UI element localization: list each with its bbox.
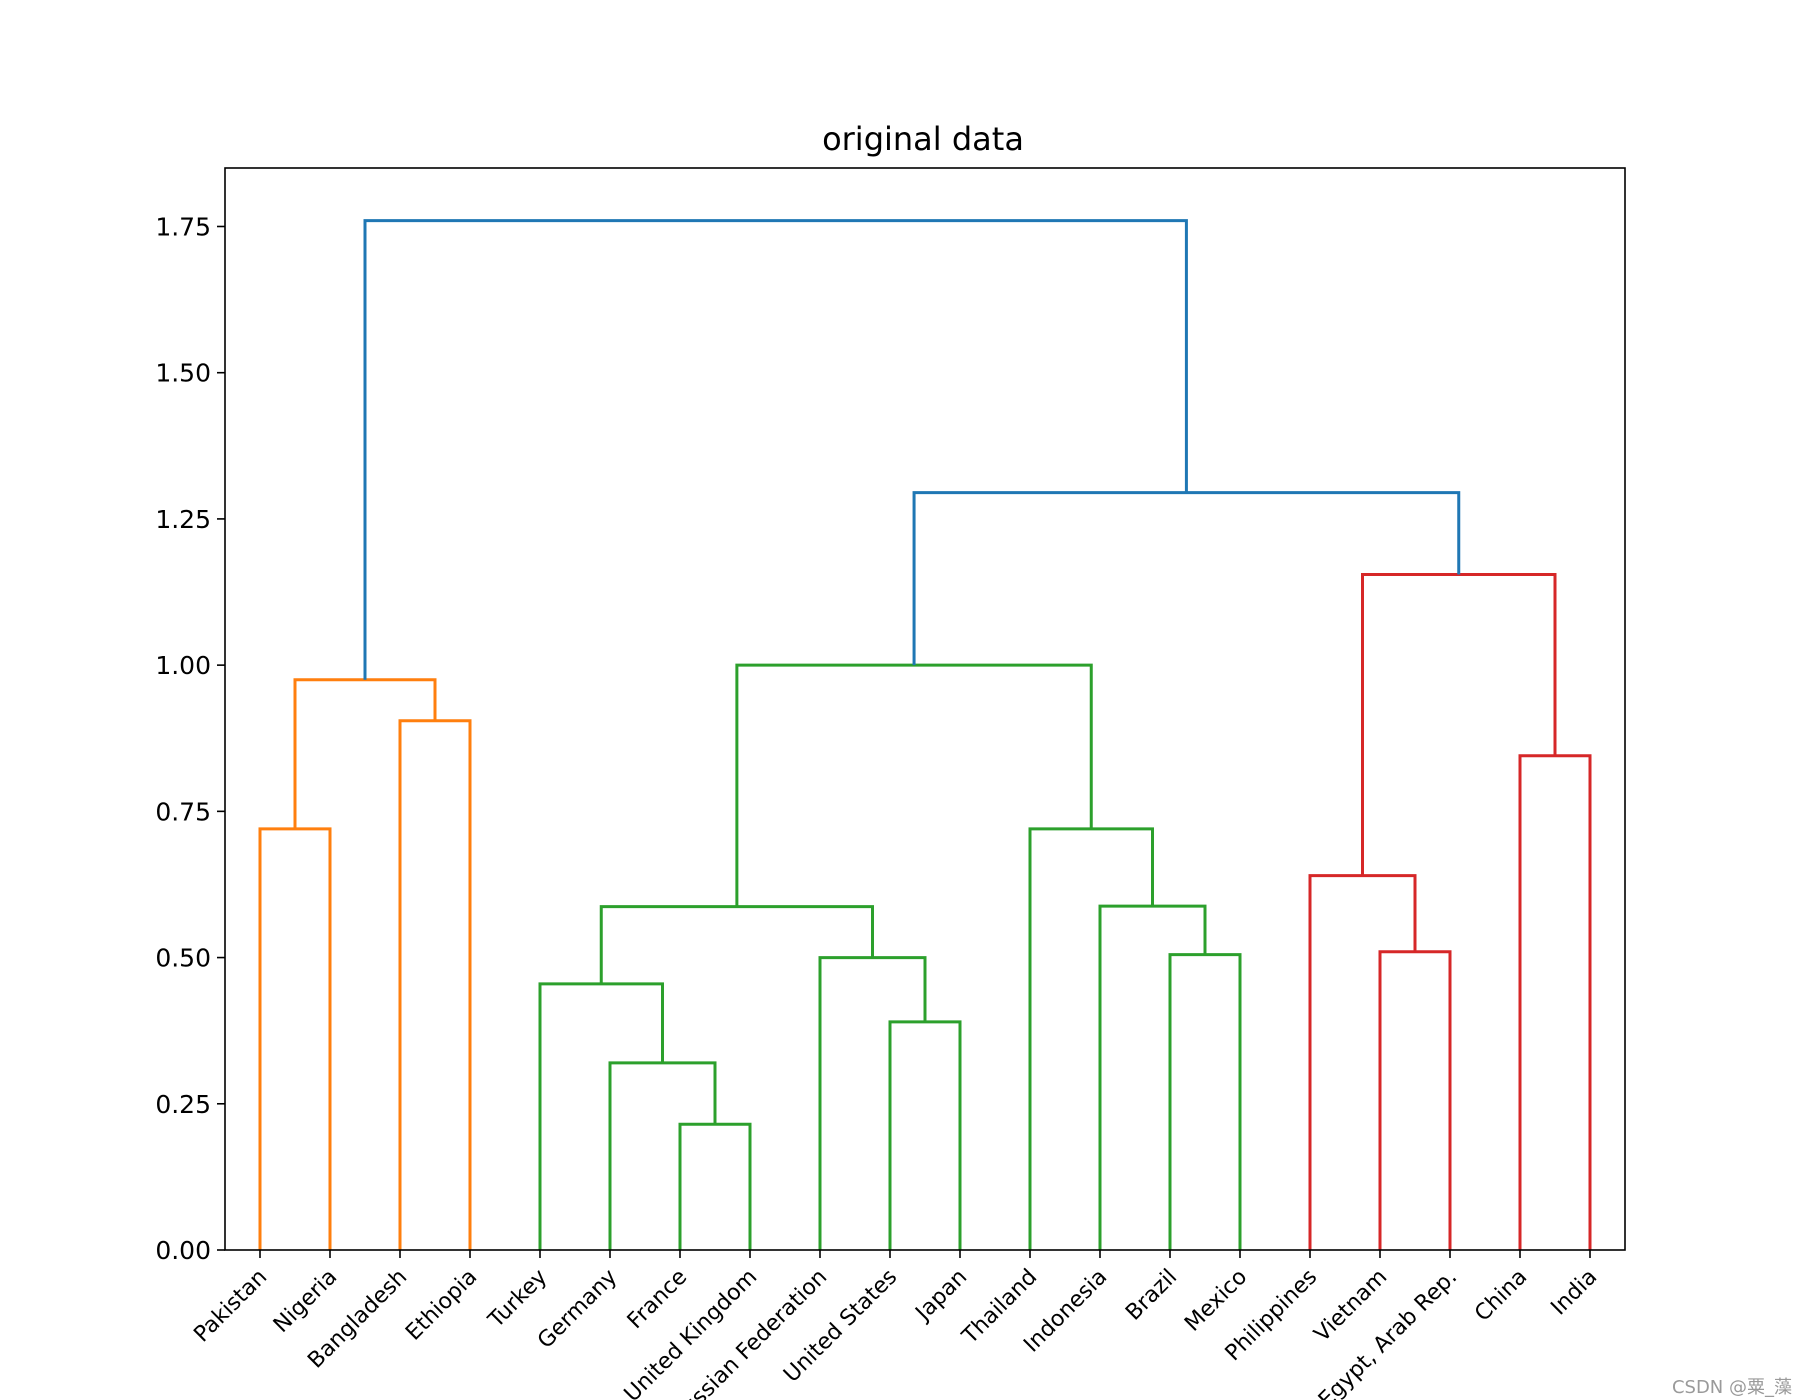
dendrogram-link-red-16 bbox=[1361, 572, 1557, 876]
leaf-label: China bbox=[1470, 1265, 1532, 1327]
y-tick-label: 0.25 bbox=[155, 1090, 211, 1119]
dendrogram-link-blue-18 bbox=[363, 219, 1188, 680]
leaf-label: Ethiopia bbox=[401, 1265, 482, 1346]
watermark-text: CSDN @粟_藻 bbox=[1672, 1377, 1792, 1398]
leaf-label: Turkey bbox=[483, 1265, 552, 1334]
dendrogram-link-green-5 bbox=[538, 982, 664, 1250]
dendrogram-link-red-14 bbox=[1308, 874, 1417, 1250]
y-tick-label: 1.75 bbox=[155, 212, 211, 241]
y-tick-label: 0.00 bbox=[155, 1236, 211, 1265]
dendrogram-link-green-8 bbox=[599, 905, 874, 984]
dendrogram-links bbox=[258, 219, 1592, 1250]
y-tick-label: 1.50 bbox=[155, 359, 211, 388]
plot-frame bbox=[224, 167, 1626, 1251]
dendrogram-link-red-15 bbox=[1518, 754, 1592, 1250]
dendrogram-link-green-10 bbox=[1098, 904, 1207, 1250]
dendrogram-link-green-11 bbox=[1028, 827, 1154, 1250]
dendrogram-link-green-12 bbox=[735, 663, 1093, 907]
y-tick-label: 0.50 bbox=[155, 944, 211, 973]
leaf-label: Mexico bbox=[1180, 1265, 1252, 1337]
y-axis: 0.00 0.25 0.50 0.75 1.00 1.25 1.50 1.75 bbox=[155, 212, 225, 1265]
dendrogram-link-green-7 bbox=[818, 956, 927, 1250]
dendrogram-link-green-9 bbox=[1168, 953, 1242, 1250]
dendrogram-link-blue-17 bbox=[912, 491, 1461, 666]
dendrogram-link-green-3 bbox=[678, 1122, 752, 1250]
dendrogram-link-red-13 bbox=[1378, 950, 1452, 1250]
dendrogram-link-orange-1 bbox=[398, 719, 472, 1250]
y-tick-label: 1.25 bbox=[155, 505, 211, 534]
dendrogram-link-green-4 bbox=[608, 1061, 717, 1250]
dendrogram-link-orange-0 bbox=[258, 827, 332, 1250]
leaf-label: Pakistan bbox=[189, 1265, 272, 1348]
dendrogram-link-orange-2 bbox=[293, 678, 437, 829]
dendrogram-link-green-6 bbox=[888, 1020, 962, 1250]
y-tick-label: 0.75 bbox=[155, 797, 211, 826]
chart-title: original data bbox=[822, 120, 1024, 158]
leaf-label: India bbox=[1546, 1265, 1602, 1321]
leaf-label: Japan bbox=[910, 1265, 972, 1327]
y-tick-label: 1.00 bbox=[155, 651, 211, 680]
leaf-label: France bbox=[623, 1265, 692, 1334]
leaf-label: Brazil bbox=[1121, 1265, 1182, 1326]
